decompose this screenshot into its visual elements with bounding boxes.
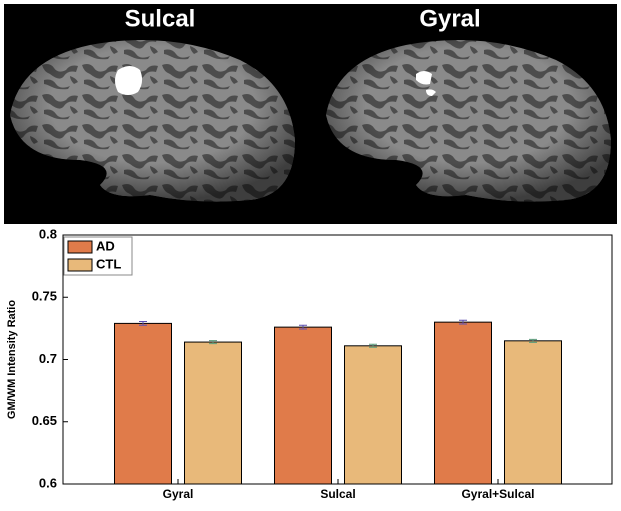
bar bbox=[114, 322, 172, 485]
y-tick-label: 0.65 bbox=[32, 413, 57, 428]
bar bbox=[184, 341, 242, 485]
x-tick-label: Gyral bbox=[163, 487, 194, 501]
brain-left bbox=[10, 40, 295, 202]
error-bar bbox=[529, 338, 537, 343]
error-bar bbox=[299, 324, 307, 330]
chart: 0.6 0.65 0.7 0.75 0.8 GM/WM Intensity Ratio Gy… bbox=[6, 226, 613, 501]
x-tick-label: Sulcal bbox=[320, 487, 355, 501]
y-tick-label: 0.75 bbox=[32, 289, 57, 304]
bar bbox=[274, 326, 332, 485]
panel-label: Sulcal bbox=[125, 5, 196, 32]
y-tick-label: 0.7 bbox=[39, 351, 57, 366]
y-axis-label: GM/WM Intensity Ratio bbox=[6, 300, 18, 419]
legend-label: CTL bbox=[96, 256, 121, 271]
bar bbox=[344, 345, 402, 485]
error-bar bbox=[139, 321, 147, 326]
legend-swatch bbox=[67, 258, 93, 272]
x-tick-label: Gyral+Sulcal bbox=[461, 487, 534, 501]
bar bbox=[504, 340, 562, 485]
error-bar bbox=[369, 343, 377, 348]
legend-label: AD bbox=[96, 238, 115, 253]
bar bbox=[434, 321, 492, 485]
y-tick-label: 0.6 bbox=[39, 475, 57, 490]
legend-swatch bbox=[67, 240, 93, 254]
panel-label: Gyral bbox=[419, 5, 480, 32]
brain-right bbox=[326, 40, 611, 202]
error-bar bbox=[209, 340, 217, 345]
error-bar bbox=[459, 319, 467, 325]
y-tick-label: 0.8 bbox=[39, 226, 57, 241]
brain-panel: Sulcal Gyral bbox=[4, 4, 617, 224]
